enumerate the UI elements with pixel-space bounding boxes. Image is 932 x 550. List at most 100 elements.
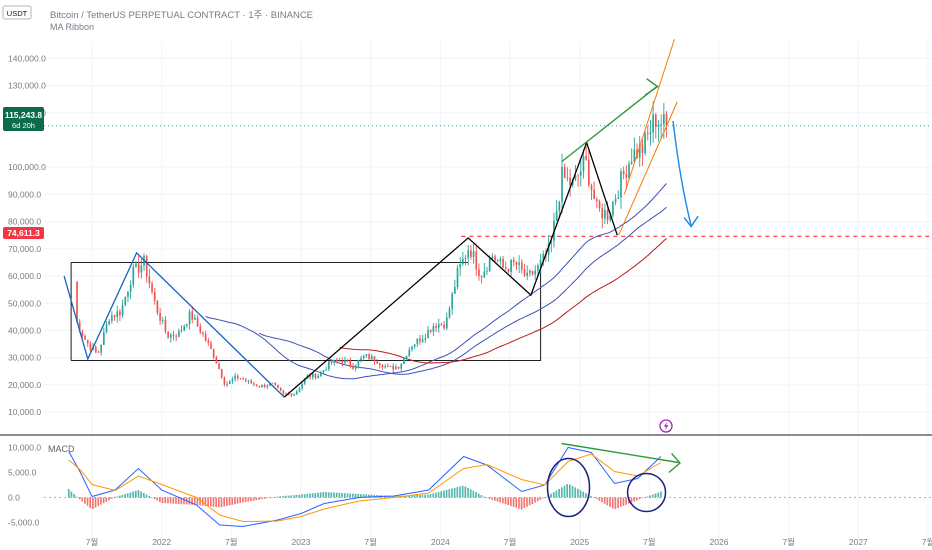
candle-body xyxy=(282,390,285,394)
histogram-bar xyxy=(451,488,453,498)
candle-body xyxy=(472,251,475,257)
currency-box[interactable] xyxy=(2,5,32,20)
histogram-bar xyxy=(86,497,89,506)
candle-body xyxy=(194,317,196,320)
histogram-bar xyxy=(421,494,424,498)
histogram-bar xyxy=(118,495,121,498)
histogram-bar xyxy=(183,497,185,505)
candle-body xyxy=(180,330,183,331)
time-tick-label: 7월 xyxy=(364,537,377,547)
histogram-bar xyxy=(550,493,552,498)
candle-body xyxy=(604,210,606,219)
histogram-bar xyxy=(242,497,244,503)
histogram-bar xyxy=(590,496,593,498)
orange-channel-upper xyxy=(623,39,675,195)
candle-body xyxy=(255,384,258,387)
candle-body xyxy=(247,380,250,382)
histogram-bar xyxy=(593,497,595,499)
candle-body xyxy=(574,175,577,180)
candle-body xyxy=(285,393,287,395)
price-tick-label: 60,000.0 xyxy=(8,271,41,281)
candle-body xyxy=(534,270,537,275)
histogram-bar xyxy=(142,493,145,498)
candle-body xyxy=(660,124,662,126)
candle-body xyxy=(622,171,625,174)
histogram-bar xyxy=(309,493,311,498)
histogram-bar xyxy=(392,495,394,498)
candle-body xyxy=(293,394,295,396)
candle-body xyxy=(598,200,601,209)
histogram-bar xyxy=(416,495,418,498)
candle-body xyxy=(317,376,320,379)
histogram-bar xyxy=(622,497,625,506)
histogram-bar xyxy=(287,495,290,498)
histogram-bar xyxy=(327,492,330,498)
candle-body xyxy=(475,251,478,270)
candle-body xyxy=(448,308,451,318)
candle-body xyxy=(566,177,569,179)
histogram-bar xyxy=(271,497,274,499)
grid xyxy=(44,42,932,540)
histogram-bar xyxy=(196,497,199,506)
candle-body xyxy=(486,270,488,272)
candle-body xyxy=(245,379,247,382)
candle-body xyxy=(338,360,341,362)
candle-body xyxy=(236,375,239,379)
candle-body xyxy=(116,311,119,318)
candle-body xyxy=(462,258,464,265)
histogram-bar xyxy=(536,497,539,502)
candle-body xyxy=(579,171,582,176)
histogram-bar xyxy=(609,497,611,507)
candle-body xyxy=(397,366,400,369)
candle-body xyxy=(137,263,140,273)
candle-body xyxy=(357,360,360,366)
histogram-bar xyxy=(317,492,319,498)
candle-body xyxy=(325,369,328,371)
histogram-bar xyxy=(542,497,544,499)
candle-body xyxy=(585,156,587,160)
candle-body xyxy=(617,197,620,199)
candle-body xyxy=(405,356,408,359)
histogram-bar xyxy=(652,494,654,498)
candle-body xyxy=(561,167,563,202)
histogram-bar xyxy=(102,497,105,504)
time-tick-label: 2023 xyxy=(292,537,311,547)
histogram-bar xyxy=(469,489,472,498)
histogram-bar xyxy=(660,491,662,498)
price-tick-label: 20,000.0 xyxy=(8,380,41,390)
candle-body xyxy=(183,325,186,331)
candle-body xyxy=(529,271,531,273)
candle-body xyxy=(440,324,443,326)
histogram-bar xyxy=(601,497,603,503)
histogram-bar xyxy=(319,492,322,498)
lightning-icon[interactable] xyxy=(659,419,673,433)
candle-body xyxy=(577,175,579,177)
histogram-bar xyxy=(480,495,483,498)
candle-body xyxy=(336,359,338,361)
candle-body xyxy=(641,144,644,153)
candle-body xyxy=(649,132,652,135)
candle-body xyxy=(601,208,604,219)
candle-body xyxy=(234,375,236,380)
histogram-bar xyxy=(250,497,252,502)
candle-body xyxy=(178,330,180,337)
candle-body xyxy=(587,159,590,186)
histogram-bar xyxy=(582,491,585,498)
histogram-bar xyxy=(70,491,73,498)
orange-channel-lower xyxy=(618,101,678,236)
histogram-bar xyxy=(368,494,370,498)
histogram-bar xyxy=(94,497,97,508)
candle-body xyxy=(499,259,502,262)
price-tick-label: 80,000.0 xyxy=(8,217,41,227)
histogram-bar xyxy=(437,491,440,498)
candle-body xyxy=(360,357,362,361)
histogram-bar xyxy=(75,496,78,498)
histogram-bar xyxy=(552,492,555,498)
histogram-bar xyxy=(175,497,177,504)
histogram-bar xyxy=(625,497,627,505)
time-tick-label: 2024 xyxy=(431,537,450,547)
time-tick-label: 2026 xyxy=(710,537,729,547)
candle-body xyxy=(344,360,346,364)
histogram-bar xyxy=(504,497,507,505)
